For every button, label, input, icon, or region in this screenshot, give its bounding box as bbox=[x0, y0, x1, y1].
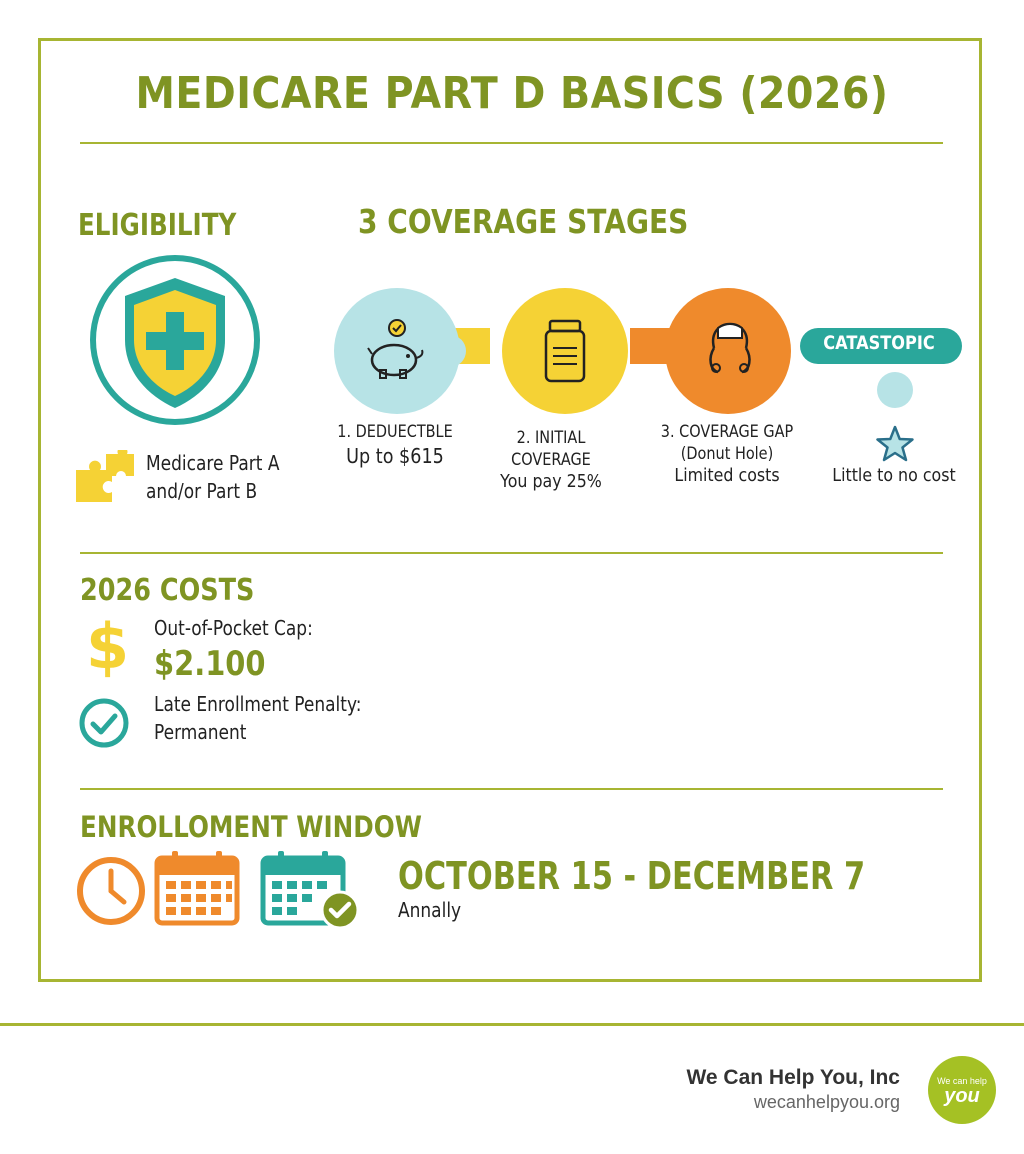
puzzle-icon bbox=[76, 450, 134, 502]
stage-3-amount: Limited costs bbox=[674, 465, 780, 486]
stage-4-amount: Little to no cost bbox=[832, 465, 956, 486]
title-divider bbox=[80, 142, 943, 144]
coverage-timeline bbox=[334, 288, 962, 414]
penalty-value: Permanent bbox=[154, 720, 247, 744]
clock-icon bbox=[77, 857, 145, 925]
section-divider-1 bbox=[80, 552, 943, 554]
company-name: We Can Help You, Inc bbox=[686, 1066, 900, 1089]
pill-bottle-icon bbox=[544, 319, 586, 383]
enrollment-frequency: Annally bbox=[398, 898, 462, 922]
logo-text-bottom: you bbox=[944, 1085, 980, 1107]
enrollment-heading: ENROLLOMENT WINDOW bbox=[80, 810, 422, 844]
stage-2-text: 2. INITIAL COVERAGE You pay 25% bbox=[474, 427, 628, 493]
donut-icon bbox=[709, 322, 751, 374]
stage-2-title: 2. INITIAL bbox=[516, 428, 586, 448]
section-divider-2 bbox=[80, 788, 943, 790]
shield-icon bbox=[90, 255, 260, 425]
calendar-check-icon bbox=[260, 851, 360, 930]
enrollment-dates: OCTOBER 15 - DECEMBER 7 bbox=[398, 854, 866, 898]
eligibility-line2: and/or Part B bbox=[146, 479, 258, 503]
cap-value: $2.100 bbox=[154, 644, 266, 684]
company-logo: We can help you bbox=[928, 1056, 996, 1124]
piggy-bank-icon bbox=[367, 319, 424, 379]
stage-2-amount: You pay 25% bbox=[500, 471, 602, 492]
infographic-frame bbox=[38, 38, 982, 982]
stage-1-amount: Up to $615 bbox=[346, 444, 444, 468]
cap-label: Out-of-Pocket Cap: bbox=[154, 616, 313, 640]
stage-3-text: 3. COVERAGE GAP (Donut Hole) Limited cos… bbox=[640, 421, 814, 487]
stage-2-subtitle: COVERAGE bbox=[511, 450, 591, 470]
costs-heading: 2026 COSTS bbox=[80, 573, 255, 608]
footer-divider bbox=[0, 1023, 1024, 1026]
coverage-heading: 3 COVERAGE STAGES bbox=[358, 202, 689, 241]
stage-4-text: Little to no cost bbox=[818, 465, 970, 487]
stage-3-title: 3. COVERAGE GAP bbox=[660, 422, 794, 442]
stage-1-text: 1. DEDUECTBLE Up to $615 bbox=[320, 421, 470, 469]
stage-3-subtitle: (Donut Hole) bbox=[680, 444, 774, 464]
eligibility-line1: Medicare Part A bbox=[146, 451, 280, 475]
calendar-icon bbox=[154, 851, 240, 926]
penalty-label: Late Enrollment Penalty: bbox=[154, 692, 362, 716]
company-website[interactable]: wecanhelpyou.org bbox=[753, 1092, 900, 1112]
catastrophic-label: CATASTOPIC bbox=[823, 332, 935, 354]
logo-text-top: We can help bbox=[937, 1076, 987, 1086]
checkmark-circle-icon bbox=[79, 698, 129, 748]
stage-1-title: 1. DEDUECTBLE bbox=[337, 422, 453, 442]
page-title: MEDICARE PART D BASICS (2026) bbox=[135, 68, 889, 119]
star-icon bbox=[876, 425, 914, 462]
dollar-icon: $ bbox=[86, 610, 130, 683]
eligibility-heading: ELIGIBILITY bbox=[78, 208, 237, 243]
